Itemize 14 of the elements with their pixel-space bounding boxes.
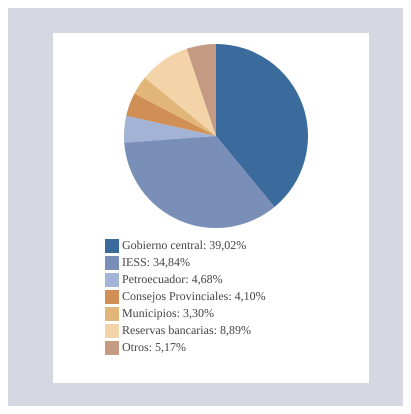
legend-label: Petroecuador: 4,68% bbox=[122, 272, 223, 287]
pie-slice bbox=[186, 44, 216, 136]
legend-label: Gobierno central: 39,02% bbox=[122, 238, 246, 253]
legend-label: Otros: 5,17% bbox=[122, 340, 186, 355]
legend-label: Municipios: 3,30% bbox=[122, 306, 214, 321]
legend-label: Consejos Provinciales: 4,10% bbox=[122, 289, 266, 304]
pie-slice bbox=[124, 136, 275, 228]
pie-slice bbox=[126, 94, 216, 136]
pie-slice bbox=[134, 78, 216, 136]
legend-label: Reservas bancarias: 8,89% bbox=[122, 323, 251, 338]
legend-label: IESS: 34,84% bbox=[122, 255, 190, 270]
pie-slice bbox=[124, 116, 216, 143]
pie-slice bbox=[216, 44, 308, 207]
pie-slice bbox=[144, 48, 216, 136]
